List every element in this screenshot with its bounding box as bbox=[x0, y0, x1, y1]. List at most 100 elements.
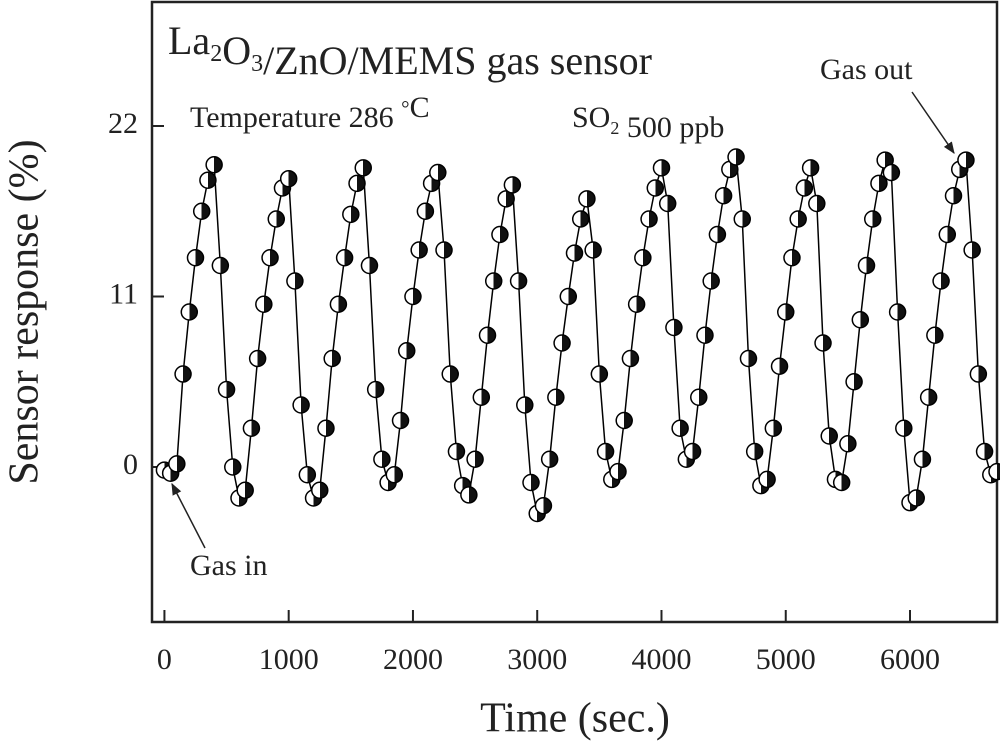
data-point bbox=[503, 176, 522, 194]
data-point bbox=[286, 272, 304, 290]
data-point bbox=[839, 435, 857, 453]
data-point bbox=[795, 179, 814, 197]
data-point bbox=[248, 349, 267, 368]
data-point bbox=[416, 202, 435, 220]
data-point bbox=[907, 489, 925, 507]
data-point bbox=[267, 210, 286, 228]
data-point bbox=[814, 334, 832, 352]
data-point bbox=[292, 396, 310, 414]
x-tick-label: 0 bbox=[157, 643, 172, 676]
data-point bbox=[895, 419, 913, 437]
data-point bbox=[522, 473, 540, 492]
data-point bbox=[397, 342, 416, 360]
data-point bbox=[447, 442, 466, 461]
data-point bbox=[255, 295, 273, 313]
data-point bbox=[224, 458, 242, 476]
data-point bbox=[671, 419, 689, 437]
data-point bbox=[547, 388, 565, 406]
data-point bbox=[926, 326, 944, 344]
data-point bbox=[180, 303, 199, 321]
data-point bbox=[211, 256, 230, 275]
annotation: Gas out bbox=[820, 53, 913, 86]
data-point bbox=[863, 210, 882, 228]
plot-frame bbox=[150, 0, 999, 624]
data-point bbox=[745, 442, 764, 461]
data-point bbox=[192, 202, 211, 220]
data-point bbox=[484, 272, 503, 290]
y-axis-title: Sensor response (%) bbox=[2, 139, 48, 484]
data-point bbox=[609, 462, 627, 481]
x-tick-label: 4000 bbox=[631, 643, 691, 676]
data-point bbox=[627, 295, 646, 313]
data-point bbox=[801, 159, 820, 177]
data-point bbox=[311, 481, 329, 499]
data-point bbox=[435, 241, 453, 259]
arrow bbox=[171, 482, 206, 549]
data-point bbox=[472, 388, 491, 406]
data-point bbox=[683, 442, 702, 461]
data-point bbox=[696, 326, 714, 344]
data-point bbox=[410, 241, 428, 259]
data-point bbox=[640, 210, 658, 228]
data-point bbox=[888, 303, 907, 321]
data-point bbox=[770, 357, 789, 375]
data-point bbox=[714, 187, 733, 205]
data-point bbox=[932, 272, 950, 290]
data-point bbox=[491, 225, 509, 244]
data-point bbox=[329, 295, 348, 313]
data-point bbox=[857, 256, 876, 275]
data-point bbox=[845, 373, 863, 391]
data-point bbox=[373, 450, 391, 468]
data-point bbox=[342, 205, 360, 224]
data-point bbox=[366, 380, 385, 399]
annotation: SO2 500 ppb bbox=[572, 101, 724, 144]
data-point bbox=[559, 287, 578, 306]
data-point bbox=[733, 210, 752, 228]
data-point bbox=[969, 365, 988, 383]
data-point bbox=[199, 171, 217, 189]
data-point bbox=[957, 151, 975, 169]
data-point bbox=[217, 380, 236, 399]
data-point bbox=[913, 450, 932, 468]
data-point bbox=[540, 450, 559, 468]
data-point bbox=[261, 249, 279, 267]
data-point bbox=[534, 497, 553, 515]
data-point bbox=[317, 419, 335, 437]
data-point bbox=[168, 455, 186, 473]
data-point bbox=[975, 442, 994, 461]
data-point bbox=[335, 249, 354, 267]
data-point bbox=[938, 225, 957, 244]
data-point bbox=[516, 396, 534, 414]
data-point bbox=[553, 334, 571, 352]
data-point bbox=[348, 174, 366, 193]
data-point bbox=[298, 466, 317, 484]
data-point bbox=[466, 450, 484, 468]
data-point bbox=[963, 241, 981, 259]
data-point bbox=[615, 411, 633, 430]
x-tick-label: 1000 bbox=[259, 643, 319, 676]
annotation: Gas in bbox=[190, 549, 268, 582]
data-point bbox=[621, 349, 640, 368]
data-point bbox=[727, 148, 745, 166]
data-point bbox=[242, 419, 261, 437]
data-point bbox=[236, 481, 254, 499]
x-tick-label: 2000 bbox=[383, 643, 443, 676]
data-point bbox=[739, 349, 758, 368]
data-point bbox=[429, 163, 447, 182]
data-point bbox=[571, 210, 590, 228]
data-point bbox=[708, 225, 727, 244]
data-point bbox=[832, 473, 851, 492]
data-point bbox=[590, 365, 609, 383]
data-point bbox=[441, 365, 459, 383]
data-point bbox=[509, 272, 528, 290]
data-point bbox=[646, 179, 665, 197]
data-point bbox=[988, 462, 1000, 481]
arrow bbox=[911, 91, 955, 154]
data-point bbox=[690, 388, 708, 406]
x-axis-title: Time (sec.) bbox=[480, 696, 670, 742]
data-point bbox=[777, 303, 795, 321]
data-point bbox=[478, 326, 497, 344]
x-tick-label: 3000 bbox=[507, 643, 567, 676]
data-point bbox=[404, 287, 422, 306]
